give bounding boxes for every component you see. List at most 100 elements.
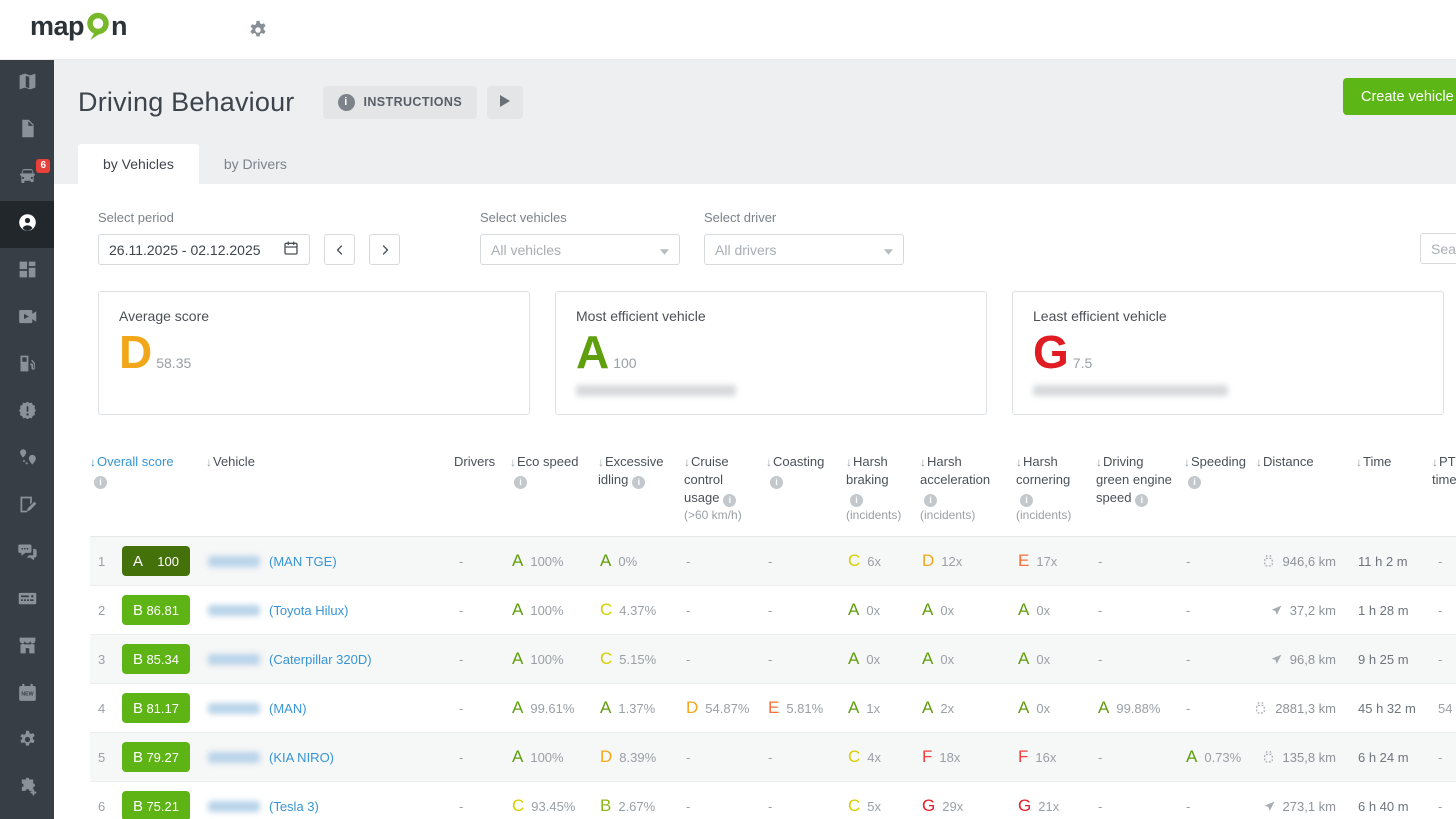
sidebar-item-routes[interactable] bbox=[0, 436, 54, 483]
overall-score-cell: A100 bbox=[122, 546, 206, 576]
overall-score-cell: B81.17 bbox=[122, 693, 206, 723]
column-header-drivers[interactable]: Drivers bbox=[454, 451, 510, 471]
sidebar-item-calendar-new[interactable]: NEW bbox=[0, 671, 54, 718]
column-label: Speeding bbox=[1191, 454, 1246, 469]
vehicle-link[interactable]: (KIA NIRO) bbox=[269, 750, 334, 765]
column-header-cornering[interactable]: ↓Harsh corneringi(incidents) bbox=[1016, 451, 1096, 523]
vehicle-link[interactable]: (MAN) bbox=[269, 701, 307, 716]
column-header-eco[interactable]: ↓Eco speedi bbox=[510, 451, 598, 489]
info-icon[interactable]: i bbox=[514, 476, 527, 489]
tab-by-drivers[interactable]: by Drivers bbox=[199, 144, 312, 184]
column-header-distance[interactable]: ↓Distance bbox=[1256, 451, 1356, 471]
gear-icon[interactable] bbox=[247, 19, 269, 41]
grade-value: 0x bbox=[1036, 603, 1050, 618]
sidebar-item-payments[interactable] bbox=[0, 577, 54, 624]
driver-value: All drivers bbox=[715, 242, 776, 258]
row-number: 1 bbox=[90, 554, 122, 569]
sidebar-item-messages[interactable] bbox=[0, 530, 54, 577]
sidebar-item-tasks[interactable] bbox=[0, 483, 54, 530]
info-icon[interactable]: i bbox=[94, 476, 107, 489]
sidebar-item-alerts[interactable] bbox=[0, 389, 54, 436]
sidebar-item-vehicles[interactable]: 6 bbox=[0, 154, 54, 201]
vehicle-link[interactable]: (Tesla 3) bbox=[269, 799, 319, 814]
mapon-logo[interactable]: map n bbox=[30, 11, 127, 48]
column-header-braking[interactable]: ↓Harsh brakingi(incidents) bbox=[846, 451, 920, 523]
column-header-pto[interactable]: ↓PTO time bbox=[1432, 451, 1456, 489]
vehicle-link[interactable]: (MAN TGE) bbox=[269, 554, 337, 569]
column-header-overall[interactable]: ↓Overall scorei bbox=[90, 451, 206, 489]
sidebar-item-reports[interactable] bbox=[0, 107, 54, 154]
table-row: 4B81.17(MAN)-A99.61%A1.37%D54.87%E5.81%A… bbox=[90, 684, 1456, 733]
info-icon[interactable]: i bbox=[723, 494, 736, 507]
table-row: 2B86.81(Toyota Hilux)-A100%C4.37%--A0xA0… bbox=[90, 586, 1456, 635]
column-header-green[interactable]: ↓Driving green engine speedi bbox=[1096, 451, 1184, 507]
play-button[interactable] bbox=[487, 86, 523, 119]
previous-period-button[interactable] bbox=[324, 234, 355, 265]
grade-letter: A bbox=[922, 600, 933, 619]
info-icon[interactable]: i bbox=[1188, 476, 1201, 489]
gps-icon bbox=[1270, 604, 1283, 617]
grade-letter: C bbox=[600, 600, 612, 619]
grade-letter: E bbox=[768, 698, 779, 717]
sidebar-item-camera[interactable] bbox=[0, 295, 54, 342]
column-label: Excessive idling bbox=[598, 454, 664, 487]
vehicle-link[interactable]: (Caterpillar 320D) bbox=[269, 652, 372, 667]
distance-value: 273,1 km bbox=[1283, 799, 1336, 814]
grade-value: 100% bbox=[530, 603, 563, 618]
distance-cell: 946,6 km bbox=[1256, 554, 1356, 569]
period-filter: Select period 26.11.2025 - 02.12.2025 bbox=[98, 210, 310, 265]
chat-icon bbox=[17, 541, 38, 567]
column-header-time[interactable]: ↓Time bbox=[1356, 451, 1432, 471]
column-header-speeding[interactable]: ↓Speedingi bbox=[1184, 451, 1256, 489]
sidebar-item-dashboard[interactable] bbox=[0, 248, 54, 295]
driver-select[interactable]: All drivers bbox=[704, 234, 904, 265]
info-icon[interactable]: i bbox=[770, 476, 783, 489]
next-period-button[interactable] bbox=[369, 234, 400, 265]
instructions-button[interactable]: i INSTRUCTIONS bbox=[323, 86, 478, 119]
info-icon[interactable]: i bbox=[632, 476, 645, 489]
info-icon[interactable]: i bbox=[924, 494, 937, 507]
column-header-cruise[interactable]: ↓Cruise control usagei(>60 km/h) bbox=[684, 451, 766, 523]
main-content: Driving Behaviour i INSTRUCTIONS Create … bbox=[54, 60, 1456, 819]
column-label: Coasting bbox=[773, 454, 824, 469]
column-header-vehicle[interactable]: ↓Vehicle bbox=[206, 451, 454, 471]
sidebar-item-fuel[interactable] bbox=[0, 342, 54, 389]
map-icon bbox=[17, 71, 38, 97]
vehicle-cell: (Caterpillar 320D) bbox=[206, 652, 454, 667]
sort-arrow-icon: ↓ bbox=[1356, 455, 1362, 469]
tab-by-vehicles[interactable]: by Vehicles bbox=[78, 144, 199, 184]
instructions-label: INSTRUCTIONS bbox=[364, 95, 463, 109]
period-input[interactable]: 26.11.2025 - 02.12.2025 bbox=[98, 234, 310, 265]
sidebar-item-settings[interactable] bbox=[0, 718, 54, 765]
vehicles-select[interactable]: All vehicles bbox=[480, 234, 680, 265]
vehicle-link[interactable]: (Toyota Hilux) bbox=[269, 603, 348, 618]
table-body: 1A100(MAN TGE)-A100%A0%--C6xD12xE17x--94… bbox=[90, 537, 1456, 819]
calendar-icon: NEW bbox=[17, 682, 38, 708]
fuel-icon bbox=[17, 353, 38, 379]
calendar-icon bbox=[283, 240, 299, 259]
badge-score-value: 79.27 bbox=[146, 750, 179, 765]
badge-grade-letter: B bbox=[133, 749, 143, 766]
speeding-cell: - bbox=[1184, 701, 1256, 716]
info-icon[interactable]: i bbox=[1135, 494, 1148, 507]
row-number: 4 bbox=[90, 701, 122, 716]
distance-value: 96,8 km bbox=[1290, 652, 1336, 667]
time-cell: 11 h 2 m bbox=[1356, 554, 1432, 569]
sidebar-item-drivers[interactable] bbox=[0, 201, 54, 248]
info-icon[interactable]: i bbox=[850, 494, 863, 507]
grade-letter: C bbox=[848, 551, 860, 570]
grade-letter: A bbox=[1018, 649, 1029, 668]
sidebar-item-addons[interactable] bbox=[0, 765, 54, 812]
pto-cell: - bbox=[1432, 799, 1456, 814]
search-input[interactable] bbox=[1420, 233, 1456, 264]
column-header-idling[interactable]: ↓Excessive idlingi bbox=[598, 451, 684, 489]
sidebar-item-marketplace[interactable] bbox=[0, 624, 54, 671]
create-vehicle-report-button[interactable]: Create vehicle report bbox=[1343, 78, 1456, 115]
info-icon[interactable]: i bbox=[1020, 494, 1033, 507]
sidebar-item-map[interactable] bbox=[0, 60, 54, 107]
column-header-accel[interactable]: ↓Harsh accelerationi(incidents) bbox=[920, 451, 1016, 523]
grade-value: 0.73% bbox=[1204, 750, 1241, 765]
accel-cell: G29x bbox=[920, 796, 1016, 816]
badge-grade-letter: A bbox=[133, 553, 143, 570]
column-header-coasting[interactable]: ↓Coastingi bbox=[766, 451, 846, 489]
